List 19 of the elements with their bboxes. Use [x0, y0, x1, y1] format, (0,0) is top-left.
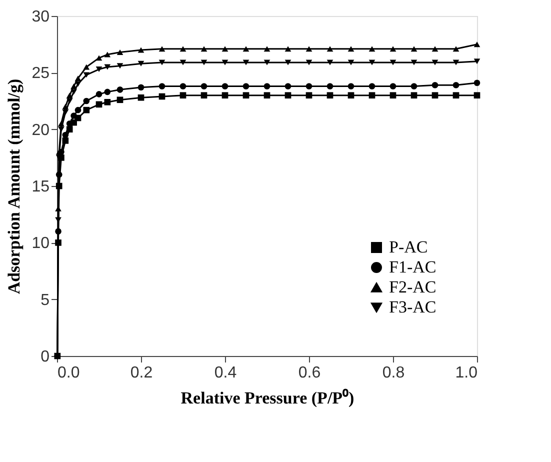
legend-label: F2-AC — [389, 278, 436, 296]
y-tick-label: 25 — [32, 65, 50, 82]
x-axis-title: Relative Pressure (P/P⁰) — [180, 388, 354, 408]
y-tick-label: 5 — [40, 292, 50, 309]
x-tick-label: 0.2 — [130, 364, 153, 382]
legend-label: F3-AC — [389, 298, 436, 316]
legend-label: P-AC — [389, 238, 428, 256]
x-tick-label: 0.0 — [58, 364, 80, 382]
y-tick-label: 20 — [32, 122, 50, 139]
y-axis-title: Adsorption Amount (mmol/g) — [4, 78, 24, 294]
x-tick-label: 0.8 — [382, 364, 405, 382]
y-tick-label: 10 — [32, 235, 50, 252]
x-tick-label: 0.6 — [298, 364, 321, 382]
y-tick-label: 0 — [40, 348, 50, 366]
y-tick-label: 30 — [32, 8, 50, 26]
x-tick-label: 1.0 — [455, 364, 478, 382]
y-tick-label: 15 — [32, 178, 50, 196]
x-tick-label: 0.4 — [214, 364, 237, 382]
legend-label: F1-AC — [389, 258, 436, 276]
